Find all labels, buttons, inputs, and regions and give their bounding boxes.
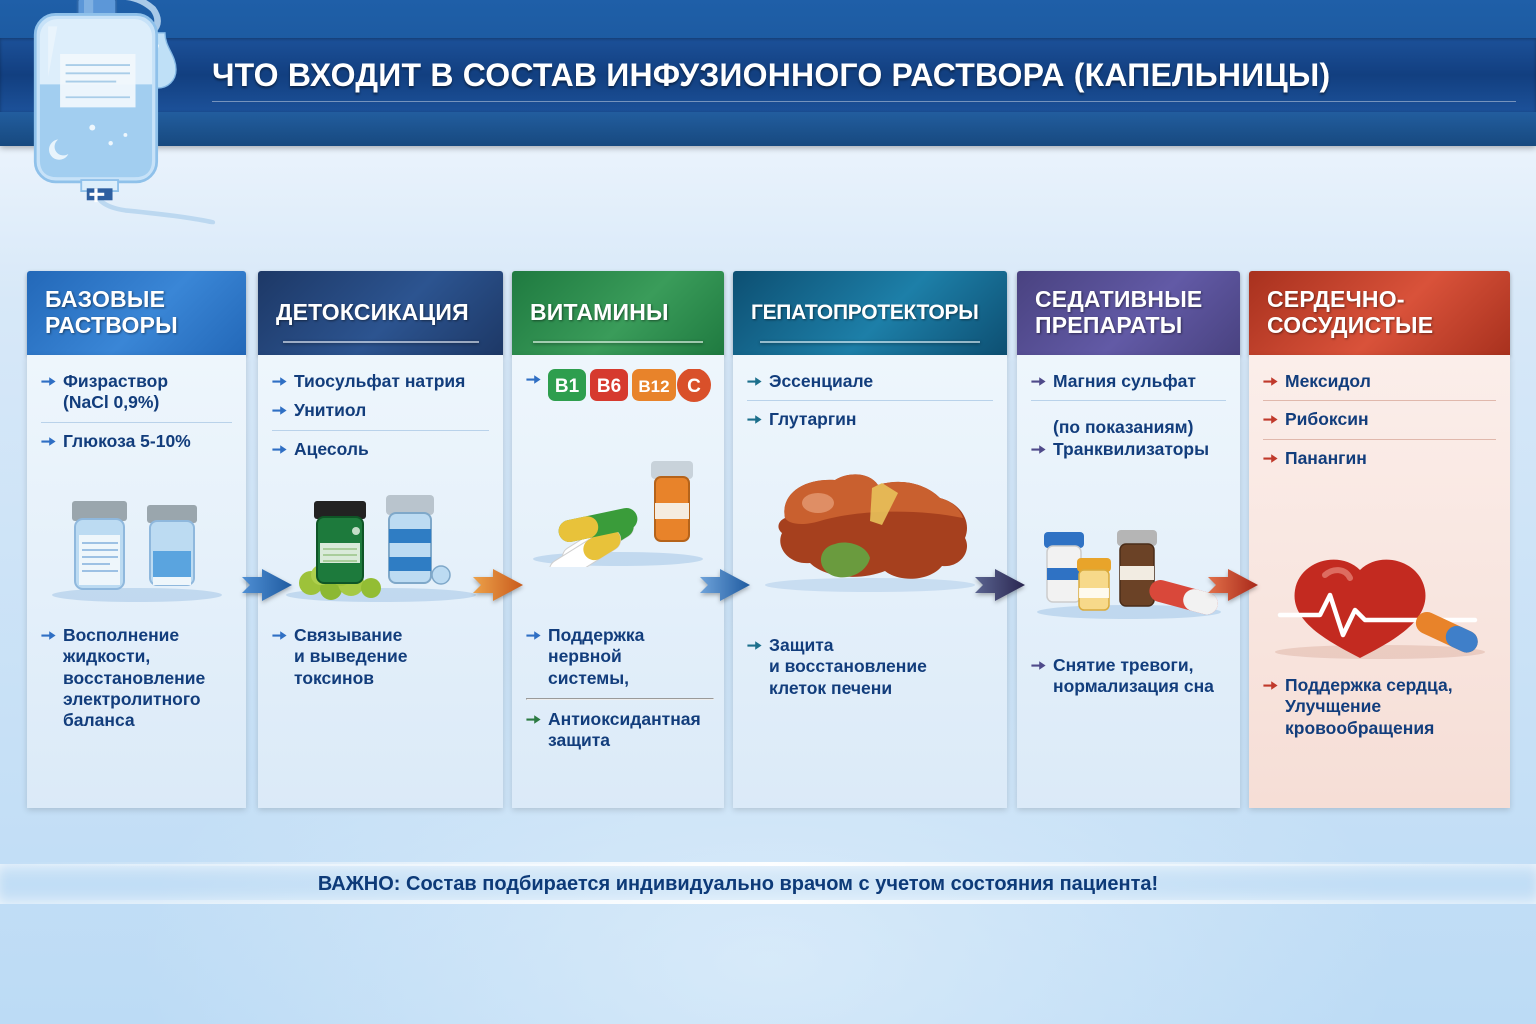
- svg-text:B12: B12: [638, 377, 669, 396]
- svg-text:C: C: [687, 376, 701, 397]
- svg-text:B1: B1: [555, 376, 580, 397]
- svg-text:B6: B6: [597, 376, 621, 397]
